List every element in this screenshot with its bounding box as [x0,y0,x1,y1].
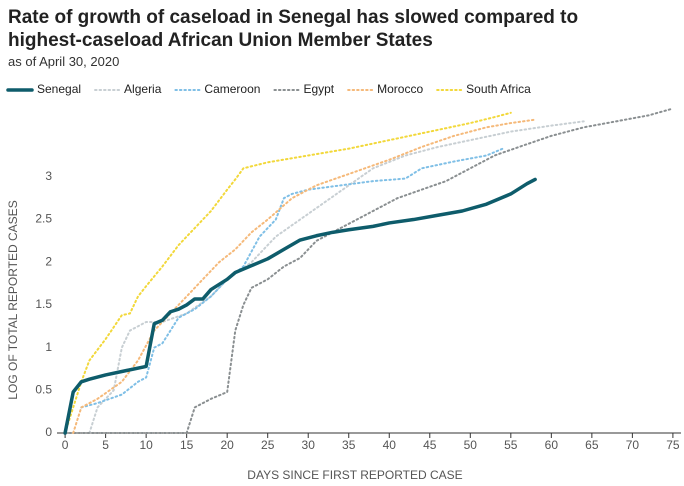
x-tick-label: 70 [626,438,640,452]
legend-label: South Africa [466,82,531,96]
legend-label: Senegal [37,82,81,96]
x-tick-label: 5 [102,438,109,452]
y-tick-label: 2 [45,254,52,268]
legend-label: Cameroon [204,82,260,96]
y-axis-label: LOG OF TOTAL REPORTED CASES [6,200,20,399]
x-tick-label: 35 [342,438,356,452]
x-tick-label: 75 [666,438,680,452]
y-tick-label: 0 [45,425,52,439]
x-tick-label: 65 [585,438,599,452]
x-tick-label: 55 [504,438,518,452]
x-tick-label: 40 [383,438,397,452]
x-tick-label: 30 [302,438,316,452]
legend-label: Morocco [377,82,423,96]
x-tick-label: 10 [139,438,153,452]
x-tick-label: 60 [545,438,559,452]
series-line [72,118,537,434]
x-tick-label: 20 [221,438,235,452]
y-tick-label: 3 [45,169,52,183]
y-tick-label: 1.5 [35,297,52,311]
series-line [64,111,512,434]
series-line [80,147,504,409]
y-tick-label: 2.5 [35,212,52,226]
x-axis-label: DAYS SINCE FIRST REPORTED CASE [247,468,462,482]
x-tick-label: 0 [62,438,69,452]
series-line [64,107,674,434]
series-line [88,120,585,434]
y-tick-label: 0.5 [35,382,52,396]
chart-title: Rate of growth of caseload in Senegal ha… [8,7,579,51]
chart-subtitle: as of April 30, 2020 [8,54,120,69]
y-tick-label: 1 [45,340,52,354]
legend-label: Algeria [124,82,162,96]
legend-label: Egypt [303,82,334,96]
x-tick-label: 25 [261,438,275,452]
x-tick-label: 50 [464,438,478,452]
x-tick-label: 45 [423,438,437,452]
series-line [63,177,537,435]
x-tick-label: 15 [180,438,194,452]
